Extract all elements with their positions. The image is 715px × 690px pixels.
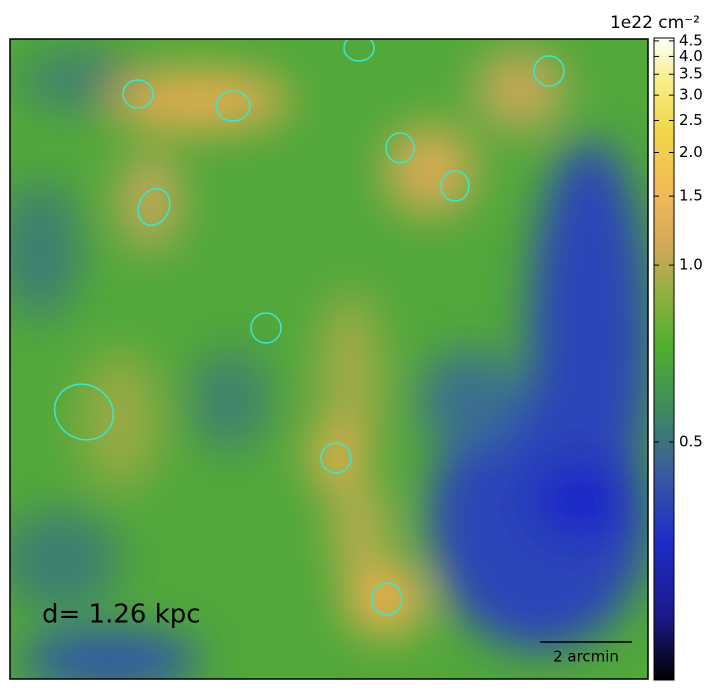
column-density-map [10,39,648,679]
map-frame [9,38,649,680]
scale-bar-label: 2 arcmin [553,648,619,666]
colorbar-tick-label: 2.5 [679,111,703,129]
colorbar-tick-label: 1.5 [679,187,703,205]
colorbar-label: 1e22 cm⁻² [610,13,700,33]
colorbar-tick-label: 3.5 [679,65,703,83]
colorbar-tick-label: 0.5 [679,432,703,450]
colorbar-tick-label: 3.0 [679,86,703,104]
colorbar-tick-label: 2.0 [679,143,703,161]
colorbar-tick-label: 4.5 [679,31,703,49]
source-markers [53,39,565,616]
distance-annotation: d= 1.26 kpc [42,600,201,630]
colorbar-tick-label: 1.0 [679,256,703,274]
colorbar-tick-label: 4.0 [679,47,703,65]
colorbar [653,37,675,681]
